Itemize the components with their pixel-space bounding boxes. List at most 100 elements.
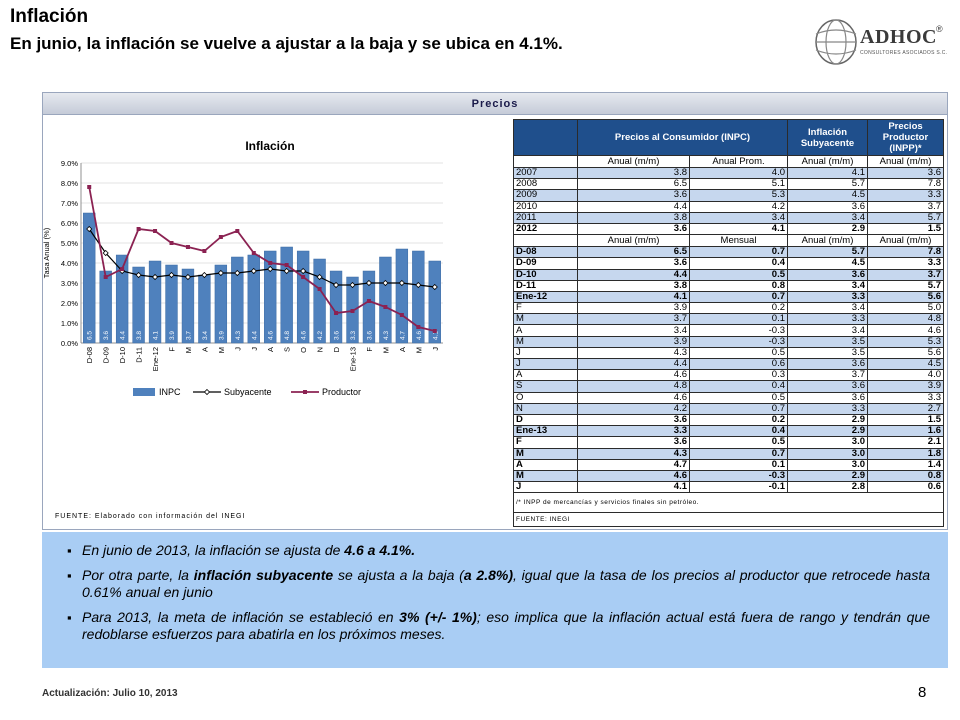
x-tick-label: A [266, 347, 275, 352]
bar-data-label: 3.7 [185, 331, 192, 340]
y-tick-label: 7.0% [61, 199, 78, 208]
point-subyacente [234, 269, 241, 277]
bar-data-label: 4.3 [383, 331, 390, 340]
row-label: N [513, 402, 578, 415]
bar-inpc [296, 250, 310, 344]
legend-marker-subyacente [203, 388, 211, 396]
value-cell: 4.8 [577, 380, 690, 393]
subheader-cell: Anual Prom. [689, 155, 788, 168]
value-cell: 3.9 [867, 380, 944, 393]
y-tick-label: 6.0% [61, 219, 78, 228]
value-cell: 1.8 [867, 447, 944, 460]
bar-data-label: 3.8 [136, 331, 143, 340]
y-tick-label: 9.0% [61, 159, 78, 168]
value-cell: 3.3 [577, 425, 690, 438]
point-productor [334, 311, 339, 315]
x-tick-label: Ene-12 [151, 347, 160, 371]
chart-title: Inflación [245, 139, 294, 153]
table-note: /* INPP de mercancías y servicios finale… [513, 492, 944, 514]
value-cell: 2.9 [787, 222, 868, 236]
update-date: Actualización: Julio 10, 2013 [42, 688, 178, 699]
point-productor [399, 313, 404, 317]
page-number: 8 [918, 684, 927, 701]
table-corner [513, 119, 578, 156]
value-cell: 4.3 [577, 447, 690, 460]
panel-title: Precios [43, 93, 947, 115]
x-tick-label: D-10 [118, 347, 127, 363]
x-tick-label: A [200, 347, 209, 352]
table-row: D-09 3.6 0.4 4.5 3.3 [513, 257, 944, 270]
value-cell: 4.6 [577, 391, 690, 404]
value-cell: 4.6 [577, 469, 690, 483]
bar-inpc [395, 248, 409, 344]
value-cell: 3.3 [867, 391, 944, 404]
bar-inpc [280, 246, 293, 344]
line-subyacente [88, 228, 435, 288]
table-row: O 4.6 0.5 3.6 3.3 [513, 391, 944, 404]
globe-icon [815, 19, 857, 65]
y-axis-label: Tasa Anual (%) [43, 227, 51, 278]
value-cell: 3.6 [577, 436, 690, 449]
row-label: 2008 [513, 178, 578, 191]
header-inpc: Precios al Consumidor (INPC) [577, 119, 788, 156]
row-label: A [513, 458, 578, 471]
row-label: D-09 [513, 257, 578, 270]
x-tick-label: M [381, 347, 390, 353]
header-subyacente: Inflación Subyacente [787, 119, 868, 156]
bar-inpc [132, 266, 145, 344]
value-cell: 1.5 [867, 222, 944, 236]
x-tick-label: O [299, 347, 308, 353]
table-header-row: Precios al Consumidor (INPC) Inflación S… [513, 119, 944, 156]
subheader-cell: Anual (m/m) [787, 234, 868, 248]
value-cell: 3.4 [787, 302, 868, 315]
bar-inpc [181, 268, 195, 344]
bullet-text: se ajusta a la baja ( [333, 567, 464, 583]
commentary-bullet: Para 2013, la meta de inflación se estab… [67, 609, 930, 643]
row-label: J [513, 357, 578, 371]
x-tick-label: F [365, 347, 374, 352]
logo-registered-mark: ® [936, 24, 943, 34]
value-cell: 1.4 [867, 458, 944, 471]
value-cell: 4.4 [577, 200, 690, 213]
value-cell: 4.4 [577, 268, 690, 281]
row-label: J [513, 481, 578, 494]
bullet-text: En junio de 2013, la inflación se ajusta… [82, 542, 345, 558]
row-label: M [513, 469, 578, 483]
value-cell: 4.5 [787, 257, 868, 270]
x-tick-label: N [316, 347, 325, 352]
value-cell: 3.7 [867, 268, 944, 281]
legend-label-subyacente: Subyacente [224, 387, 272, 397]
value-cell: 3.3 [787, 313, 868, 326]
point-productor [235, 229, 240, 233]
value-cell: 3.9 [577, 302, 690, 315]
bar-inpc [115, 254, 129, 344]
value-cell: 0.7 [689, 447, 788, 460]
x-tick-label: D [332, 346, 341, 352]
table-note-row: /* INPP de mercancías y servicios finale… [513, 492, 944, 514]
value-cell: 4.1 [577, 290, 690, 304]
point-productor [120, 267, 125, 271]
bar-inpc [83, 212, 96, 344]
value-cell: 3.6 [787, 268, 868, 281]
value-cell: 0.8 [867, 469, 944, 483]
logo-name: ADHOC [860, 26, 937, 48]
bar-data-label: 6.5 [87, 331, 94, 340]
value-cell: 4.8 [867, 313, 944, 326]
row-label: J [513, 346, 578, 360]
value-cell: 2.8 [787, 481, 868, 494]
subheader-blank [513, 155, 578, 168]
table-row: M 4.3 0.7 3.0 1.8 [513, 447, 944, 460]
point-subyacente [365, 279, 373, 287]
bar-data-label: 4.4 [251, 331, 258, 340]
table-row: 2007 3.8 4.0 4.1 3.6 [513, 166, 944, 180]
value-cell: 4.2 [689, 200, 788, 213]
commentary-box: En junio de 2013, la inflación se ajusta… [42, 532, 948, 668]
point-subyacente [267, 265, 274, 273]
point-productor [366, 299, 371, 303]
value-cell: 3.3 [787, 290, 868, 304]
subheader-cell: Anual (m/m) [787, 155, 868, 168]
table-row: M 4.6 -0.3 2.9 0.8 [513, 469, 944, 483]
value-cell: 4.6 [867, 324, 944, 337]
row-label: 2012 [513, 222, 578, 236]
value-cell: 3.3 [867, 189, 944, 202]
